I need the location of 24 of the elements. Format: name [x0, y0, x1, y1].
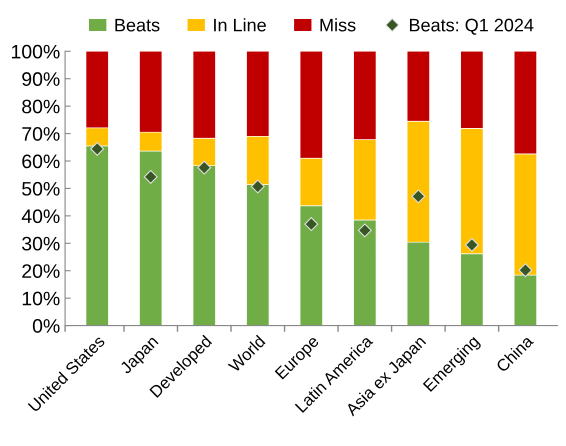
- legend-label: Miss: [320, 18, 356, 32]
- y-tick-label: 30%: [22, 236, 60, 251]
- point: [518, 263, 532, 278]
- y-tick-label: 80%: [22, 100, 60, 114]
- y-tick-label: 60%: [22, 154, 60, 168]
- y-tick-label: 100%: [12, 44, 60, 59]
- y-tick-label: 0%: [32, 319, 60, 333]
- point: [358, 223, 372, 238]
- y-tick-label: 40%: [22, 209, 60, 224]
- y-tick-label: 90%: [22, 72, 60, 86]
- legend-label: In Line: [214, 18, 266, 32]
- point: [144, 170, 158, 184]
- y-tick-label: 70%: [22, 127, 60, 141]
- point: [197, 160, 212, 175]
- y-tick-label: 10%: [22, 292, 60, 306]
- point: [90, 142, 104, 156]
- point: [304, 217, 318, 232]
- point: [411, 189, 426, 204]
- y-tick-label: 50%: [22, 182, 60, 196]
- legend-label: Beats: Q1 2024: [410, 18, 534, 35]
- point: [250, 180, 265, 194]
- y-tick-label: 20%: [22, 264, 60, 278]
- point: [464, 238, 479, 252]
- legend-label: Beats: [115, 18, 160, 32]
